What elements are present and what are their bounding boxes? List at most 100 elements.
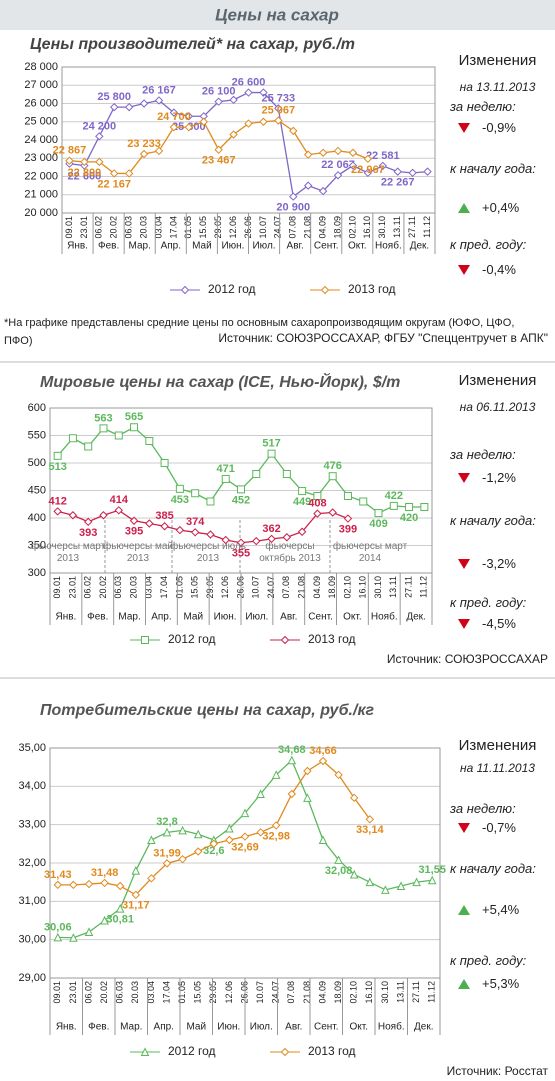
data-label: 30,81 (106, 914, 134, 926)
x-tick-label: 15.05 (190, 576, 200, 599)
month-label: Дек. (414, 1022, 434, 1033)
point-marker (333, 146, 343, 156)
point-marker (271, 821, 281, 830)
month-label: Фев. (98, 241, 119, 252)
data-label: 25 800 (97, 91, 131, 103)
point-marker (256, 789, 265, 798)
month-label: Апр. (151, 612, 171, 623)
x-tick-label: 15.05 (193, 981, 203, 1004)
data-label: 471 (217, 463, 235, 475)
x-tick-label: 02.10 (347, 216, 357, 239)
legend-label: 2012 год (168, 1044, 216, 1058)
point-marker (280, 635, 290, 645)
y-tick-label: 450 (28, 484, 46, 496)
x-tick-label: 27.11 (407, 216, 417, 238)
point-marker (244, 119, 253, 128)
point-marker (343, 492, 352, 500)
data-label: 393 (79, 527, 97, 539)
point-marker (289, 192, 298, 201)
point-marker (99, 511, 108, 520)
point-marker (209, 839, 219, 849)
y-tick-label: 27 000 (24, 79, 58, 91)
data-label: 355 (232, 548, 250, 560)
changes-title: Изменения (458, 737, 537, 754)
point-marker (320, 285, 330, 295)
point-marker (363, 154, 373, 164)
point-marker (274, 104, 283, 113)
x-tick-label: 23.01 (67, 576, 77, 599)
point-marker (83, 517, 93, 527)
x-tick-label: 06.03 (113, 576, 123, 599)
data-label: 22 067 (321, 159, 355, 171)
data-label: 412 (48, 495, 66, 507)
point-marker (160, 459, 169, 467)
futures-annotation: фьючерсы июль 2013 (170, 541, 246, 564)
month-label: Май (186, 1022, 206, 1033)
x-tick-label: 30.10 (380, 981, 390, 1004)
data-label: 25 733 (262, 92, 296, 104)
point-marker (147, 835, 156, 844)
point-marker (175, 525, 185, 535)
data-label: 22 800 (68, 167, 102, 179)
change-label: за неделю: (450, 447, 516, 462)
data-label: 22 600 (68, 170, 102, 182)
point-marker (131, 890, 141, 900)
month-label: Дек. (410, 241, 430, 252)
point-marker (69, 933, 78, 942)
x-tick-label: 17.04 (161, 981, 171, 1004)
point-marker (160, 522, 169, 531)
x-tick-label: 20.03 (130, 981, 140, 1004)
point-marker (162, 859, 172, 868)
x-tick-label: 17.04 (159, 576, 169, 599)
x-tick-label: 29.05 (208, 981, 218, 1004)
changes-title: Изменения (458, 372, 537, 389)
data-label: 32,6 (203, 845, 224, 857)
x-tick-label: 09.01 (52, 981, 62, 1004)
data-label: 395 (125, 526, 143, 538)
data-label: 452 (232, 494, 250, 506)
legend-label: 2013 год (348, 282, 396, 296)
month-label: Мар. (129, 241, 151, 252)
change-value: -0,9% (482, 120, 516, 135)
point-marker (318, 835, 328, 844)
data-label: 31,48 (91, 867, 119, 879)
month-label: Мар. (118, 612, 140, 623)
data-label: 22 167 (97, 178, 131, 190)
data-label: 22 967 (351, 164, 385, 176)
point-marker (68, 434, 77, 443)
changes-date: на 13.11.2013 (459, 80, 536, 94)
y-tick-label: 32,00 (18, 857, 46, 869)
point-marker (80, 157, 89, 167)
x-tick-label: 24.07 (266, 576, 276, 599)
chart-title: Цены производителей* на сахар, руб./т (30, 36, 355, 53)
point-marker (221, 535, 230, 545)
point-marker (280, 1047, 290, 1057)
x-tick-label: 27.11 (411, 981, 421, 1003)
data-label: 449 (293, 496, 311, 508)
point-marker (193, 847, 203, 856)
point-marker (180, 285, 190, 295)
x-tick-label: 13.11 (388, 576, 398, 598)
x-tick-label: 12.06 (224, 981, 234, 1004)
point-marker (405, 503, 414, 511)
month-label: Авг. (287, 241, 304, 252)
month-label: Июн. (217, 1022, 240, 1033)
change-value: +5,4% (482, 902, 520, 917)
x-tick-label: 30.10 (377, 216, 387, 239)
point-marker (206, 497, 215, 506)
x-tick-label: 11.12 (422, 216, 432, 238)
point-marker (349, 793, 359, 803)
data-label: 26 167 (142, 84, 176, 96)
trend-up (458, 203, 470, 213)
changes-date: на 06.11.2013 (459, 400, 536, 414)
data-label: 517 (262, 438, 280, 450)
x-tick-label: 18.09 (327, 576, 337, 599)
point-marker (374, 509, 383, 518)
y-tick-label: 22 000 (24, 170, 58, 182)
point-marker (289, 126, 298, 136)
data-label: 362 (262, 523, 280, 535)
x-tick-label: 01.05 (174, 576, 184, 599)
month-label: Май (192, 241, 212, 252)
point-marker (252, 470, 261, 478)
